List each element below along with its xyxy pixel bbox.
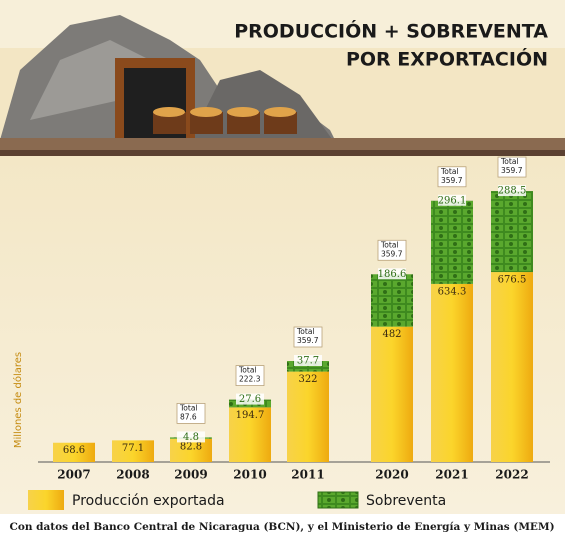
value-label: 194.7: [236, 410, 265, 421]
total-box: [497, 156, 527, 178]
bar-segment: [287, 371, 329, 462]
x-tick-label: 2008: [116, 468, 149, 482]
total-label: 359.7: [381, 249, 403, 258]
footer: [0, 514, 565, 539]
value-label: 27.6: [239, 394, 261, 405]
ground: [0, 150, 565, 156]
value-label: 37.7: [297, 356, 319, 367]
total-box: [377, 239, 407, 261]
value-label: 288.5: [498, 186, 527, 197]
total-box: [235, 365, 265, 386]
bar-segment: [371, 274, 413, 327]
value-label: 68.6: [63, 445, 85, 456]
bar-segment: [491, 272, 533, 462]
bar-segment: [371, 326, 413, 462]
total-box: [437, 166, 467, 188]
mine-post: [186, 58, 195, 143]
total-label: 359.7: [501, 166, 523, 175]
title-line: PRODUCCIÓN + SOBREVENTA: [234, 19, 548, 43]
total-label: 222.3: [239, 375, 261, 384]
x-tick-label: 2009: [174, 468, 207, 482]
value-label-bg: [177, 431, 205, 443]
value-label: 77.1: [122, 443, 144, 454]
legend-label: Sobreventa: [366, 493, 446, 509]
value-label: 676.5: [498, 275, 527, 286]
x-tick-label: 2007: [57, 468, 90, 482]
bar-segment: [431, 283, 473, 462]
bar-segment: [53, 442, 95, 462]
value-label: 634.3: [438, 286, 467, 297]
total-word: Total: [500, 157, 519, 166]
mine-carts: [153, 107, 297, 134]
bar-segment: [287, 361, 329, 372]
value-label: 4.8: [183, 432, 199, 443]
mine-beam: [115, 58, 195, 68]
title-line: POR EXPORTACIÓN: [346, 47, 548, 71]
total-label: 359.7: [441, 176, 463, 185]
value-label-bg: [498, 185, 526, 197]
total-label: 87.6: [180, 412, 197, 421]
x-tick-label: 2011: [291, 468, 324, 482]
x-tick-label: 2010: [233, 468, 266, 482]
value-label: 186.6: [378, 269, 407, 280]
bar-segment: [431, 200, 473, 284]
value-label: 322: [298, 374, 317, 385]
value-label-bg: [438, 194, 466, 206]
bar-segment: [229, 407, 271, 462]
value-label-bg: [294, 355, 322, 367]
mine-post: [115, 58, 124, 143]
total-word: Total: [380, 240, 399, 249]
total-word: Total: [179, 403, 198, 412]
legend-swatch: [28, 490, 64, 510]
x-tick-label: 2022: [495, 468, 528, 482]
bar-segment: [491, 191, 533, 273]
rails: [0, 138, 565, 152]
value-label: 82.8: [180, 441, 202, 452]
total-word: Total: [296, 327, 315, 336]
bar-segment: [112, 440, 154, 462]
total-box: [176, 403, 206, 424]
source: Con datos del Banco Central de Nicaragua…: [9, 521, 554, 533]
value-label-bg: [378, 268, 406, 280]
value-label-bg: [236, 393, 264, 405]
legend-swatch: [317, 491, 359, 509]
x-tick-label: 2021: [435, 468, 468, 482]
total-word: Total: [440, 167, 459, 176]
value-label: 482: [382, 329, 401, 340]
total-box: [293, 326, 323, 348]
y-axis-label: Millones de dólares: [12, 352, 24, 448]
bar-segment: [170, 438, 212, 462]
x-tick-label: 2020: [375, 468, 408, 482]
legend-label: Producción exportada: [72, 493, 225, 509]
total-label: 359.7: [297, 336, 319, 345]
value-label: 296.1: [438, 195, 467, 206]
total-word: Total: [238, 366, 257, 375]
